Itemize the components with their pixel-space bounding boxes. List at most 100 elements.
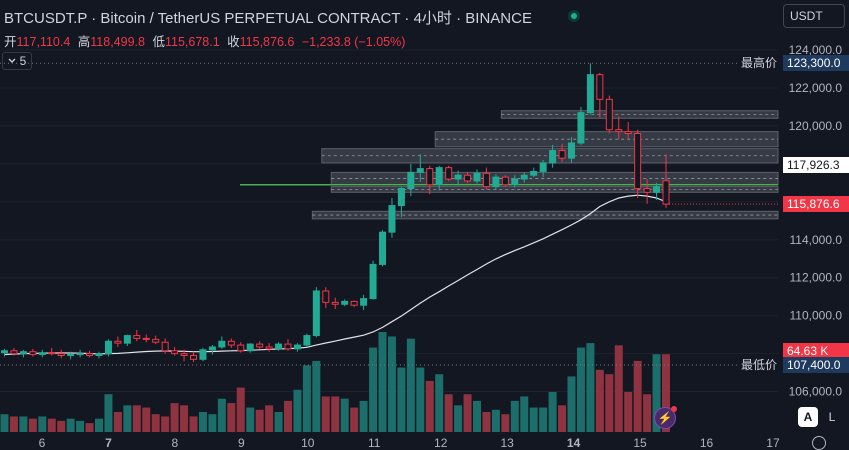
- candle: [568, 137, 575, 163]
- candle-body: [180, 353, 188, 356]
- candle: [142, 334, 150, 343]
- volume-bar: [236, 387, 245, 432]
- x-tick-label: 7: [105, 436, 112, 450]
- candle-body: [76, 353, 84, 356]
- candle-body: [605, 98, 613, 131]
- interval-label[interactable]: 4小时: [413, 10, 452, 27]
- candle-body: [190, 354, 197, 360]
- candle-body: [615, 129, 623, 133]
- x-tick-label: 6: [39, 436, 46, 450]
- candle-body: [1, 350, 8, 354]
- volume-bar: [321, 396, 330, 432]
- volume-bar: [435, 374, 444, 432]
- candle-body: [246, 343, 254, 352]
- volume-bar: [558, 405, 567, 432]
- volume-bar: [170, 403, 179, 432]
- candle: [265, 343, 273, 352]
- candle: [454, 170, 462, 186]
- candle: [104, 339, 112, 357]
- candle: [426, 165, 434, 195]
- symbol-name[interactable]: BTCUSDT.P: [4, 10, 88, 27]
- gear-icon[interactable]: [812, 436, 826, 450]
- auto-scale-button[interactable]: A: [798, 407, 818, 427]
- volume-bar: [85, 423, 94, 432]
- volume-bar: [113, 412, 122, 432]
- candle: [10, 347, 18, 356]
- candle-body: [624, 131, 632, 134]
- price-tag-label: 最高价: [737, 55, 782, 71]
- candle-body: [530, 170, 538, 176]
- volume-bar: [473, 400, 481, 432]
- volume-bar: [406, 338, 415, 432]
- candle: [133, 329, 141, 342]
- candle-body: [586, 74, 594, 114]
- candle-body: [152, 338, 160, 343]
- volume-bar: [331, 396, 340, 432]
- candle-body: [48, 352, 56, 355]
- candle: [464, 172, 472, 183]
- currency-select[interactable]: USDT: [783, 4, 845, 28]
- volume-bar: [605, 374, 614, 432]
- candle: [520, 172, 528, 183]
- volume-bar: [595, 369, 604, 432]
- price-tag-high: 123,300.0: [783, 55, 849, 71]
- candle: [605, 95, 613, 134]
- close-label: 收: [227, 35, 240, 49]
- indicators-toggle-button[interactable]: 5: [2, 52, 32, 70]
- candle-body: [369, 263, 377, 300]
- candle: [303, 333, 311, 347]
- candle: [615, 116, 623, 140]
- high-value: 118,499.8: [90, 35, 145, 49]
- candle-body: [57, 353, 65, 356]
- candle-body: [312, 290, 320, 337]
- candle: [293, 343, 301, 352]
- candle: [624, 122, 632, 140]
- candle: [322, 287, 330, 309]
- candle-body: [208, 346, 216, 351]
- candle: [596, 72, 604, 118]
- candle-body: [275, 343, 283, 350]
- volume-bar: [198, 412, 207, 432]
- volume-bar: [501, 414, 510, 432]
- candle: [1, 348, 8, 357]
- candle: [152, 335, 160, 345]
- price-tag-label: 最低价: [737, 357, 782, 373]
- candle: [445, 165, 453, 181]
- candle-body: [331, 301, 339, 305]
- chart-header: BTCUSDT.P · Bitcoin / TetherUS PERPETUAL…: [4, 7, 532, 28]
- candle: [86, 350, 94, 358]
- volume-bar: [643, 394, 652, 432]
- lightning-icon[interactable]: ⚡: [654, 406, 677, 429]
- candle-body: [568, 142, 575, 159]
- volume-bar: [151, 414, 160, 432]
- separator: ·: [400, 10, 414, 27]
- volume-bar: [586, 343, 595, 432]
- candle: [369, 260, 377, 300]
- candle-body: [539, 162, 547, 172]
- log-scale-button[interactable]: L: [828, 410, 836, 424]
- candle: [312, 287, 320, 338]
- volume-bar: [463, 394, 472, 432]
- y-tick-label: 110,000.0: [790, 309, 843, 323]
- chevron-down-icon: [8, 58, 16, 63]
- candle: [511, 175, 519, 188]
- close-value: 115,876.6: [239, 35, 295, 49]
- candle-body: [86, 353, 94, 356]
- price-tag-last: 115,876.6: [783, 196, 849, 212]
- candle-body: [95, 353, 103, 356]
- candle-body: [416, 168, 424, 173]
- volume-bar: [444, 394, 453, 432]
- candle: [435, 165, 443, 191]
- candle: [492, 174, 500, 190]
- volume-bar: [19, 416, 28, 432]
- volume-bar: [520, 396, 529, 432]
- y-tick-label: 120,000.0: [789, 119, 843, 133]
- volume-bar: [359, 400, 368, 432]
- candle: [57, 349, 65, 359]
- volume-bar: [180, 405, 189, 432]
- candle: [180, 349, 188, 362]
- volume-bar: [614, 345, 623, 432]
- candle: [76, 349, 84, 358]
- candle-body: [341, 300, 349, 305]
